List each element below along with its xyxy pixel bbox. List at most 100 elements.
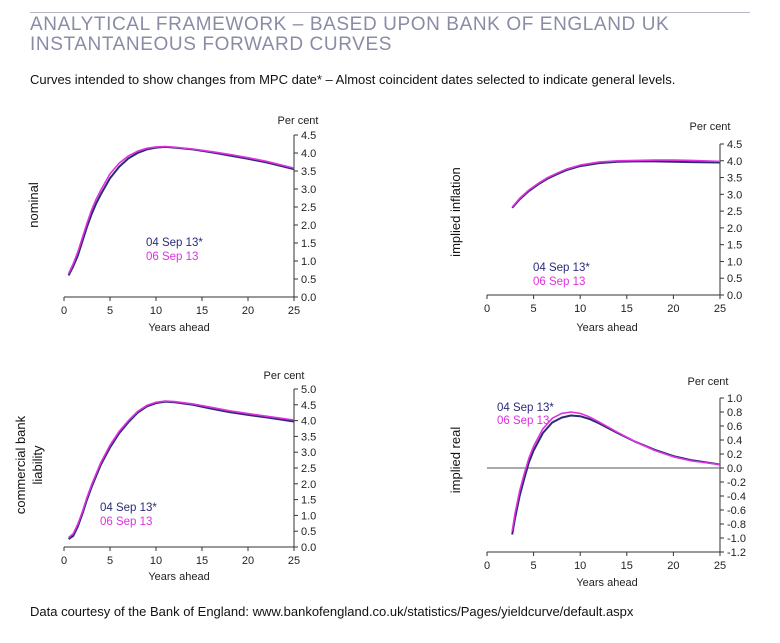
y-tick-label: 5.0 [301,384,316,396]
y-tick-label: 3.5 [301,431,316,443]
legend-entry: 06 Sep 13 [533,276,585,288]
y-tick-label: 4.0 [301,416,316,428]
y-tick-label: 1.0 [727,393,742,405]
x-tick-label: 5 [107,305,113,317]
legend-entry: 06 Sep 13 [497,415,549,427]
page-title: ANALYTICAL FRAMEWORK – BASED UPON BANK O… [30,15,750,55]
header-rule [30,12,750,13]
y-tick-label: -0.6 [727,505,746,517]
y-tick-label: 0.0 [727,463,742,475]
y-axis-title: implied real [448,427,463,494]
x-tick-label: 5 [531,560,537,572]
y-unit-label: Per cent [690,121,731,133]
y-tick-label: -1.2 [727,547,746,559]
y-tick-label: 2.5 [727,206,742,218]
title-line-1: ANALYTICAL FRAMEWORK – BASED UPON BANK O… [30,14,670,35]
series-line-06-sep-13 [511,411,721,532]
series-line-04-sep-13 [67,145,295,276]
y-tick-label: 0.0 [727,290,742,302]
x-tick-label: 0 [61,305,67,317]
y-unit-label: Per cent [278,115,319,127]
x-tick-label: 20 [242,555,254,567]
y-tick-label: 4.0 [301,148,316,160]
y-tick-label: -1.0 [727,533,746,545]
y-tick-label: 0.8 [727,407,742,419]
x-tick-label: 15 [196,305,208,317]
chart-panel-implied-inflation: 0.0 0.5 1.0 1.5 2.0 2.5 3.0 3.5 4.0 4.5 0 5 10 15 20 25… [448,121,742,334]
y-tick-label: -0.4 [727,491,746,503]
y-tick-label: 1.5 [301,495,316,507]
y-tick-label: 1.0 [727,256,742,268]
title-line-2: INSTANTANEOUS FORWARD CURVES [30,34,393,55]
legend-entry: 04 Sep 13* [146,237,203,249]
series-line-06-sep-13 [511,159,721,208]
x-axis-label: Years ahead [576,322,637,334]
source-note: Data courtesy of the Bank of England: ww… [30,604,634,619]
y-tick-label: 1.0 [301,510,316,522]
y-tick-label: 0.5 [301,526,316,538]
y-tick-label: 2.0 [301,220,316,232]
y-tick-label: 4.0 [727,156,742,168]
series-line-04-sep-13 [511,160,721,209]
y-axis-title-line: liability [30,445,45,485]
y-tick-label: 4.5 [301,130,316,142]
legend-entry: 04 Sep 13* [100,502,157,514]
x-tick-label: 10 [150,555,162,567]
y-unit-label: Per cent [264,370,305,382]
y-tick-label: 0.5 [727,273,742,285]
x-tick-label: 20 [667,303,679,315]
y-axis-title: commercial bank liability [13,415,45,514]
y-axis-title-line: commercial bank [13,415,28,514]
chart-panel-commercial-bank-liability: 0.0 0.5 1.0 1.5 2.0 2.5 3.0 3.5 4.0 4.5 5.0 0 5 10 15 2… [13,370,316,583]
legend-entry: 06 Sep 13 [146,251,198,263]
x-tick-label: 5 [531,303,537,315]
chart-panel-implied-real: -1.2 -1.0 -0.8 -0.6 -0.4 -0.2 0.0 0.2 0.4 0.6 0.8 1… [448,376,746,589]
y-tick-label: 3.0 [727,189,742,201]
chart-panel-nominal: 0.0 0.5 1.0 1.5 2.0 2.5 3.0 3.5 4.0 4.5 0 5 10 15 20 25… [26,115,318,334]
x-tick-label: 25 [714,560,726,572]
y-tick-label: 1.5 [727,240,742,252]
legend-entry: 06 Sep 13 [100,516,152,528]
y-tick-label: 0.0 [301,292,316,304]
x-tick-label: 25 [288,305,300,317]
y-tick-label: 0.4 [727,435,742,447]
y-tick-label: 0.5 [301,274,316,286]
x-tick-label: 10 [150,305,162,317]
y-tick-label: 3.0 [301,447,316,459]
x-tick-label: 25 [288,555,300,567]
x-tick-label: 15 [621,560,633,572]
x-tick-label: 10 [574,303,586,315]
x-tick-label: 20 [242,305,254,317]
y-tick-label: 4.5 [727,139,742,151]
y-tick-label: 2.0 [727,223,742,235]
y-tick-label: 0.6 [727,421,742,433]
x-tick-label: 10 [574,560,586,572]
y-axis-title: nominal [26,182,41,228]
x-axis-label: Years ahead [148,322,209,334]
x-tick-label: 0 [61,555,67,567]
y-tick-label: 3.0 [301,184,316,196]
y-tick-label: 2.5 [301,202,316,214]
y-unit-label: Per cent [688,376,729,388]
y-tick-label: -0.2 [727,477,746,489]
y-tick-label: 0.0 [301,542,316,554]
x-tick-label: 5 [107,555,113,567]
series-line-06-sep-13 [68,400,295,539]
x-tick-label: 20 [667,560,679,572]
y-tick-label: 1.0 [301,256,316,268]
y-tick-label: -0.8 [727,519,746,531]
x-tick-label: 0 [484,560,490,572]
x-axis-label: Years ahead [576,577,637,589]
y-tick-label: 2.0 [301,479,316,491]
legend-entry: 04 Sep 13* [497,402,554,414]
subtitle: Curves intended to show changes from MPC… [30,72,676,87]
y-tick-label: 2.5 [301,463,316,475]
y-axis-title: implied inflation [448,167,463,257]
y-tick-label: 0.2 [727,449,742,461]
y-tick-label: 3.5 [301,166,316,178]
x-tick-label: 25 [714,303,726,315]
series-line-04-sep-13 [511,414,721,535]
y-tick-label: 3.5 [727,173,742,185]
x-tick-label: 15 [196,555,208,567]
